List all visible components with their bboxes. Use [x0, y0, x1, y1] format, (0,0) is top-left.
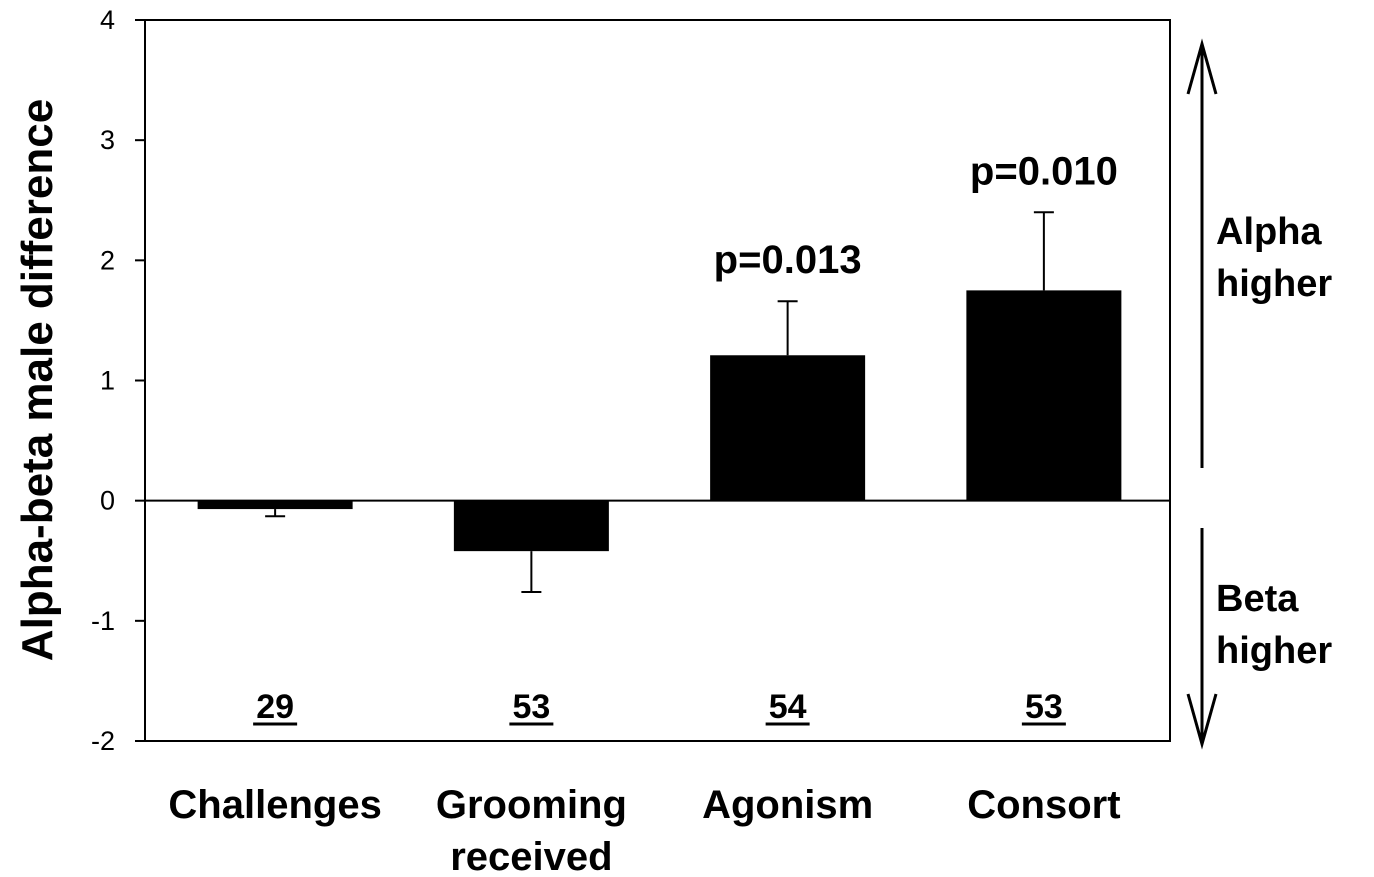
alpha-higher-label: higher — [1216, 263, 1332, 305]
y-tick-label: -1 — [91, 606, 115, 636]
p-value-annotation: p=0.013 — [714, 238, 862, 282]
category-label: Grooming — [436, 783, 627, 827]
category-label: Agonism — [702, 783, 873, 827]
y-axis-label: Alpha-beta male difference — [13, 99, 62, 661]
bar — [710, 355, 866, 501]
sample-size-label: 54 — [769, 688, 807, 726]
category-label: Consort — [967, 783, 1120, 827]
p-value-annotation: p=0.010 — [970, 149, 1118, 193]
bar — [453, 500, 609, 552]
category-label: Challenges — [168, 783, 381, 827]
y-tick-label: 3 — [100, 125, 115, 155]
down-arrow-head — [1186, 693, 1218, 750]
y-tick-label: 2 — [100, 245, 115, 275]
up-arrow-head — [1186, 38, 1218, 95]
beta-higher-label: Beta — [1216, 578, 1299, 620]
bar — [197, 500, 353, 510]
y-tick-label: -2 — [91, 726, 115, 756]
y-tick-label: 4 — [100, 5, 115, 35]
y-tick-label: 1 — [100, 366, 115, 396]
direction-indicators: Alpha higher Beta higher — [1186, 38, 1332, 750]
bars — [197, 211, 1122, 593]
sample-size-label: 29 — [256, 688, 294, 726]
y-tick-label: 0 — [100, 486, 115, 516]
beta-higher-label: higher — [1216, 630, 1332, 672]
sample-size-label: 53 — [512, 688, 550, 726]
alpha-higher-label: Alpha — [1216, 211, 1322, 253]
labels: 29 Challenges 53 Grooming received 54 p=0.013 A… — [168, 149, 1120, 877]
category-label: received — [450, 835, 612, 877]
bar — [966, 290, 1122, 501]
sample-size-label: 53 — [1025, 688, 1063, 726]
